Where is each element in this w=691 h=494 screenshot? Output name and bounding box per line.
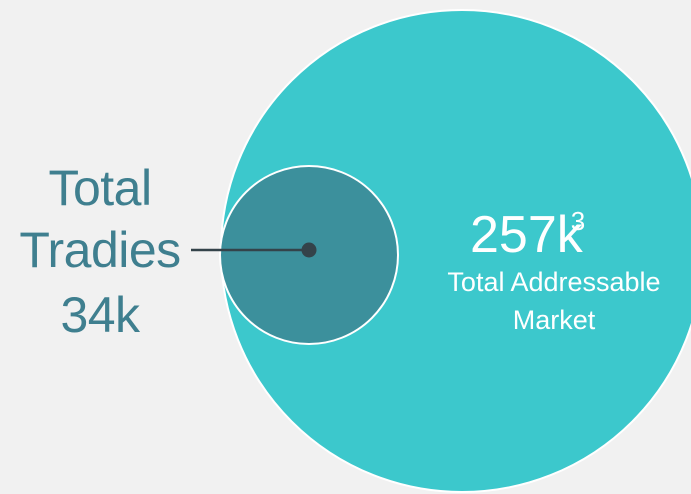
footnote-marker: 3 [570, 206, 586, 236]
market-label-line2: Market [512, 305, 596, 335]
tradies-label-line2: Tradies [19, 222, 181, 278]
tradies-value: 34k [60, 287, 140, 343]
tradies-label-line1: Total [48, 160, 152, 216]
connector-dot [301, 242, 317, 258]
market-value: 257k3 [470, 190, 585, 266]
market-label-line1: Total Addressable [447, 267, 661, 297]
market-value-number: 257k [470, 206, 583, 264]
